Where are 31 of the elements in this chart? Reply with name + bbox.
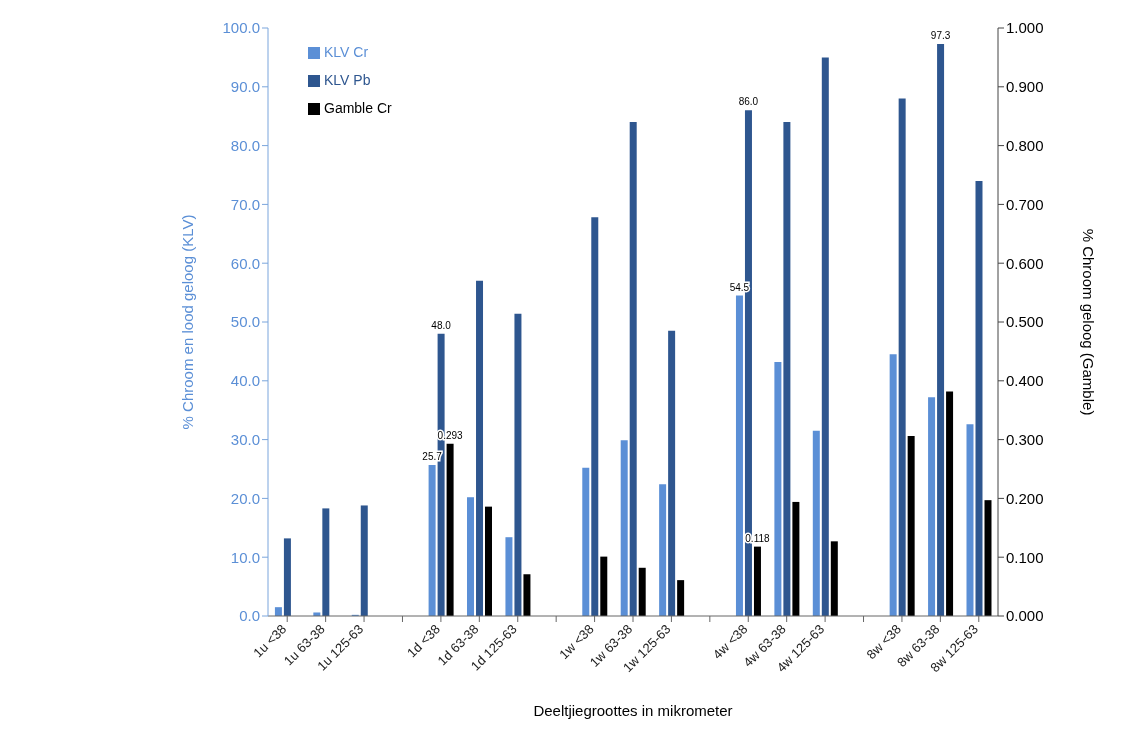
y-tick-label: 0.0 — [239, 607, 260, 625]
y2-tick-label: 0.800 — [1006, 136, 1044, 154]
y2-tick-label: 0.700 — [1006, 195, 1044, 213]
y2-tick-label: 0.100 — [1006, 548, 1044, 566]
legend-label: KLV Cr — [324, 44, 369, 60]
y-tick-label: 100.0 — [222, 19, 260, 37]
y-tick-label: 80.0 — [230, 136, 260, 154]
y2-axis-title: % Chroom geloog (Gamble) — [1079, 228, 1097, 416]
y2-tick-label: 0.000 — [1006, 607, 1044, 625]
y2-tick-label: 0.300 — [1006, 430, 1044, 448]
y-tick-label: 40.0 — [230, 372, 260, 390]
y-tick-label: 20.0 — [230, 489, 260, 507]
y-tick-label: 60.0 — [230, 254, 260, 272]
data-label: 48.0 — [431, 319, 452, 331]
y2-tick-label: 0.500 — [1006, 313, 1044, 331]
x-axis-title: Deeltjiegroottes in mikrometer — [533, 702, 733, 719]
y2-tick-label: 0.400 — [1006, 372, 1044, 390]
y2-tick-label: 0.900 — [1006, 78, 1044, 96]
y-tick-label: 10.0 — [230, 548, 260, 566]
y-tick-label: 70.0 — [230, 195, 260, 213]
legend-label: Gamble Cr — [324, 100, 392, 116]
data-label: 86.0 — [738, 96, 759, 108]
y2-tick-label: 1.000 — [1006, 19, 1044, 37]
y-axis-title: % Chroom en lood geloog (KLV) — [179, 214, 197, 430]
legend-label: KLV Pb — [324, 72, 371, 88]
data-label: 97.3 — [930, 29, 951, 41]
y-tick-label: 90.0 — [230, 78, 260, 96]
y-tick-label: 50.0 — [230, 313, 260, 331]
y2-tick-label: 0.200 — [1006, 489, 1044, 507]
y2-tick-label: 0.600 — [1006, 254, 1044, 272]
y-tick-label: 30.0 — [230, 430, 260, 448]
